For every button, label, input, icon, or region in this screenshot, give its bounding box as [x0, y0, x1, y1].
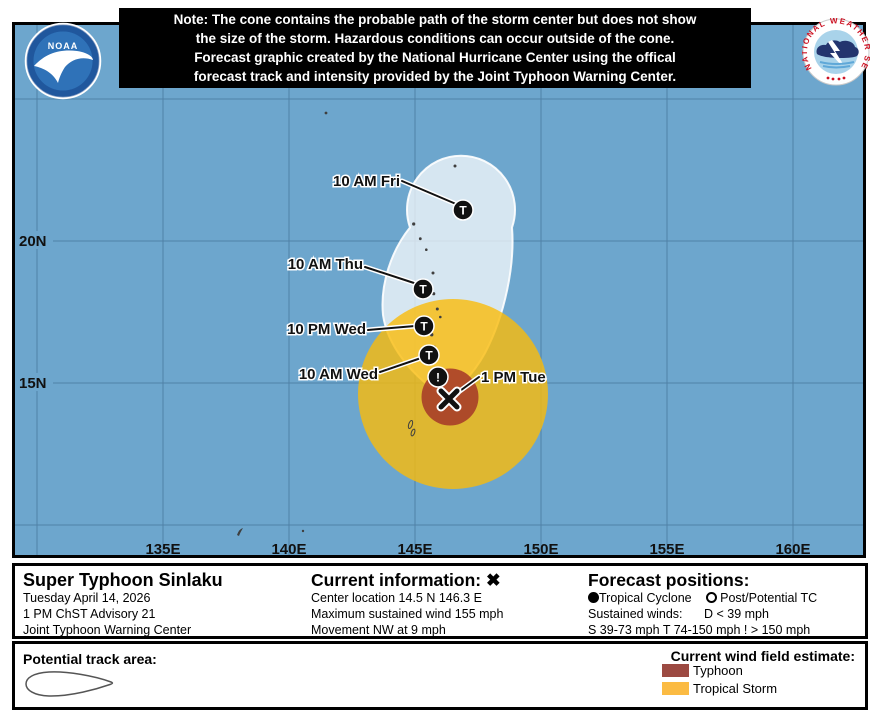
map-area: 20N 15N 135E 140E 145E 150E 155E 160E	[12, 22, 866, 558]
lon-label-145e: 145E	[397, 541, 432, 555]
label-10pm-wed: 10 PM Wed	[287, 321, 366, 338]
movement: Movement NW at 9 mph	[311, 623, 446, 638]
tropical-storm-swatch	[662, 682, 689, 695]
marker-10am-thu: T	[412, 278, 434, 300]
tropical-cyclone-label: Tropical Cyclone	[599, 591, 692, 605]
potential-track-label: Potential track area:	[23, 651, 157, 667]
current-info-column: Current information: ✖ Center location 1…	[311, 570, 503, 639]
longitude-labels: 135E 140E 145E 150E 155E 160E	[145, 541, 810, 555]
noaa-seagull-icon	[34, 50, 93, 83]
forecast-symbols-line: Tropical Cyclone Post/Potential TC	[588, 590, 817, 606]
tropical-storm-label: Tropical Storm	[693, 681, 778, 696]
note-banner: Note: The cone contains the probable pat…	[119, 8, 751, 88]
noaa-logo-text: NOAA	[48, 41, 79, 51]
max-sustained-wind: Maximum sustained wind 155 mph	[311, 607, 504, 622]
post-potential-label: Post/Potential TC	[720, 591, 818, 605]
storm-name: Super Typhoon Sinlaku	[23, 570, 223, 590]
storm-date: Tuesday April 14, 2026	[23, 591, 151, 605]
storm-advisory: 1 PM ChST Advisory 21	[23, 607, 156, 622]
storm-info-column: Super Typhoon Sinlaku Tuesday April 14, …	[23, 570, 223, 639]
center-location: Center location 14.5 N 146.3 E	[311, 591, 482, 605]
lon-label-135e: 135E	[145, 541, 180, 555]
forecast-position-markers: T T T T !	[412, 199, 474, 412]
d-range-label: D < 39 mph	[704, 607, 769, 622]
lon-label-160e: 160E	[775, 541, 810, 555]
typhoon-swatch	[662, 664, 689, 677]
label-1pm-tue: 1 PM Tue	[481, 369, 546, 386]
current-position-x-marker	[436, 386, 462, 412]
lat-label-15n: 15N	[19, 375, 47, 392]
island-marks	[237, 111, 457, 536]
current-info-title: Current information: ✖	[311, 570, 501, 590]
potential-track-cone-icon	[25, 671, 114, 697]
typhoon-legend-row: Typhoon	[662, 664, 743, 679]
svg-text:T: T	[419, 283, 427, 297]
svg-text:T: T	[459, 204, 467, 218]
lon-label-140e: 140E	[271, 541, 306, 555]
marker-10am-fri: T	[452, 199, 474, 221]
note-line-1: Note: The cone contains the probable pat…	[173, 12, 697, 27]
marker-exclamation: !	[427, 366, 449, 388]
nws-ring-dots	[826, 76, 846, 81]
noaa-logo: NOAA	[24, 22, 102, 100]
lon-label-155e: 155E	[649, 541, 684, 555]
tropical-cyclone-dot-icon	[588, 592, 599, 603]
label-10am-thu: 10 AM Thu	[288, 256, 363, 273]
note-line-2: the size of the storm. Hazardous conditi…	[195, 31, 675, 46]
legend-bar: Potential track area: Current wind field…	[12, 641, 868, 710]
marker-10am-wed: T	[418, 344, 440, 366]
note-line-4: forecast track and intensity provided by…	[193, 69, 677, 84]
current-x-symbol: ✖	[486, 570, 501, 590]
post-potential-circle-icon	[705, 592, 717, 603]
lon-label-150e: 150E	[523, 541, 558, 555]
info-bar: Super Typhoon Sinlaku Tuesday April 14, …	[12, 563, 868, 639]
swt-ranges-line: S 39-73 mph T 74-150 mph ! > 150 mph	[588, 623, 811, 638]
note-line-3: Forecast graphic created by the National…	[194, 50, 676, 65]
label-10am-wed: 10 AM Wed	[299, 366, 378, 383]
svg-text:!: !	[436, 371, 440, 385]
marker-10pm-wed: T	[413, 315, 435, 337]
leader-lines	[362, 178, 482, 399]
svg-text:T: T	[425, 349, 433, 363]
tropical-storm-legend-row: Tropical Storm	[662, 682, 777, 697]
lat-label-20n: 20N	[19, 233, 47, 250]
forecast-positions-title: Forecast positions:	[588, 570, 750, 590]
sustained-winds-line: Sustained winds: D < 39 mph	[588, 606, 817, 622]
map-canvas: 20N 15N 135E 140E 145E 150E 155E 160E	[15, 25, 863, 555]
nws-logo: NATIONAL WEATHER SERVICE	[802, 18, 870, 86]
typhoon-label: Typhoon	[693, 663, 743, 678]
storm-agency: Joint Typhoon Warning Center	[23, 623, 192, 638]
nws-cloud-lightning-icon	[816, 40, 859, 69]
sustained-winds-label: Sustained winds:	[588, 607, 683, 622]
wind-field-estimate-title: Current wind field estimate:	[670, 648, 855, 664]
forecast-positions-column: Forecast positions: Tropical Cyclone Pos…	[588, 570, 817, 639]
svg-text:T: T	[420, 320, 428, 334]
track-time-labels: 10 AM Fri 10 AM Thu 10 PM Wed 10 AM Wed …	[286, 172, 548, 388]
label-10am-fri: 10 AM Fri	[333, 173, 400, 190]
latitude-labels: 20N 15N	[15, 231, 53, 392]
